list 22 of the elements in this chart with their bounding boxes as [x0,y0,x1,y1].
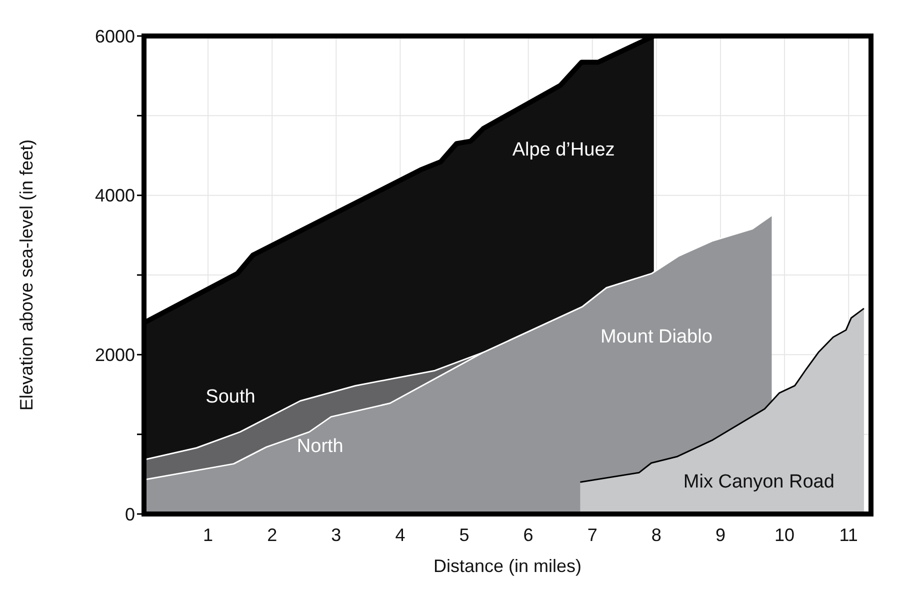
y-tick-label: 6000 [94,26,135,46]
x-tick-label: 11 [839,524,858,545]
x-tick-label: 7 [587,524,598,545]
y-tick-label: 4000 [94,186,135,206]
x-tick-label: 1 [203,524,214,545]
x-tick-label: 5 [459,524,470,545]
annotation: Mount Diablo [600,326,712,348]
x-tick-label: 8 [651,524,662,545]
series-label: South [206,386,256,408]
y-axis-title: Elevation above sea-level (in feet) [16,139,36,411]
x-tick-label: 4 [395,524,406,545]
x-tick-label: 10 [774,524,795,545]
y-tick-label: 2000 [94,345,135,366]
series-label: Mix Canyon Road [683,472,834,493]
series-label: Alpe d’Huez [512,140,615,160]
x-tick-label: 6 [523,524,534,545]
x-tick-label: 3 [331,524,342,545]
y-tick-label: 0 [124,504,135,524]
x-axis-title: Distance (in miles) [433,556,582,576]
x-tick-label: 9 [715,524,726,545]
series-label: North [296,436,344,457]
x-tick-label: 2 [267,524,278,545]
